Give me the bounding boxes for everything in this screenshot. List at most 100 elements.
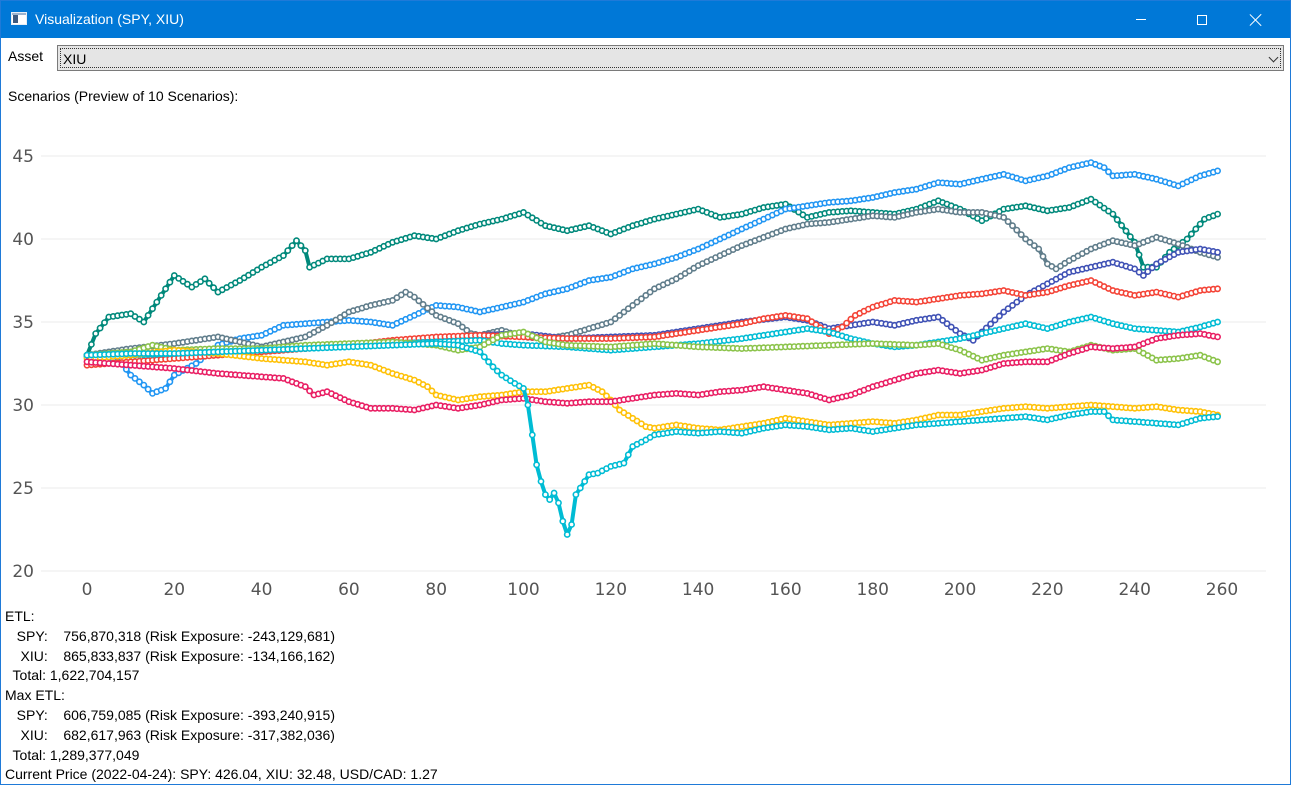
scenario-point [428, 387, 436, 395]
x-tick-label: 260 [1206, 580, 1238, 600]
scenario-point [424, 304, 431, 312]
scenario-point [1013, 226, 1021, 234]
scenario-point [101, 319, 108, 326]
scenario-point [1092, 198, 1099, 206]
asset-selected-value: XIU [63, 51, 87, 67]
scenario-point [520, 384, 527, 392]
etl-xiu-row: XIU: 865,833,837 (Risk Exposure: -134,16… [5, 647, 335, 664]
etl-spy-row: SPY: 756,870,318 (Risk Exposure: -243,12… [5, 627, 335, 644]
scenario-markers [83, 205, 1221, 359]
y-tick-label: 40 [12, 230, 34, 250]
scenario-point [162, 384, 169, 392]
asset-label: Asset [8, 48, 44, 64]
scenario-point [1100, 164, 1108, 171]
scenario-point [1022, 235, 1029, 243]
scenario-point [1009, 301, 1016, 309]
title-bar[interactable]: Visualization (SPY, XIU) [1, 1, 1290, 38]
scenario-point [537, 477, 545, 485]
scenario-point [183, 280, 191, 288]
scenario-point [419, 300, 427, 308]
scenario-point [1131, 265, 1139, 273]
scenario-point [454, 320, 462, 328]
scenario-point [415, 297, 423, 305]
asset-dropdown[interactable]: XIU [57, 45, 1284, 71]
scenario-point [1026, 238, 1034, 246]
x-tick-label: 200 [944, 580, 976, 600]
scenario-point [210, 284, 217, 292]
scenario-point [297, 242, 305, 249]
y-tick-label: 30 [12, 396, 34, 416]
scenario-point [1017, 231, 1025, 238]
scenario-point [1196, 220, 1204, 228]
minimize-button[interactable] [1118, 1, 1164, 38]
scenario-point [620, 308, 628, 316]
x-tick-label: 220 [1031, 580, 1063, 600]
scenario-point [1004, 305, 1012, 313]
scenario-point [646, 288, 654, 296]
scenario-point [166, 278, 174, 286]
scenario-point [620, 459, 628, 467]
scenario-point [284, 247, 292, 255]
etl-header: ETL: [5, 608, 35, 624]
scenario-point [1214, 210, 1221, 218]
scenario-point [1096, 201, 1104, 209]
scenario-point [559, 517, 567, 525]
max-etl-header: Max ETL: [5, 687, 65, 704]
scenario-point [424, 383, 431, 391]
scenario-point [572, 491, 580, 498]
x-tick-label: 180 [857, 580, 889, 600]
scenario-point [1030, 242, 1038, 249]
scenario-point [428, 308, 436, 316]
scenario-point [934, 313, 942, 321]
x-tick-label: 80 [425, 580, 447, 600]
scenario-point [476, 348, 484, 356]
x-tick-label: 60 [338, 580, 360, 600]
scenario-point [1039, 252, 1047, 260]
scenario-markers [83, 195, 1221, 359]
scenario-point [301, 247, 309, 255]
scenario-point [1135, 268, 1143, 276]
scenario-point [149, 305, 156, 313]
scenario-point [127, 371, 135, 379]
scenario-point [92, 330, 100, 337]
scenario-point [847, 315, 855, 323]
scenario-point [1214, 248, 1221, 256]
scenario-point [550, 489, 558, 497]
x-tick-label: 40 [251, 580, 273, 600]
scenario-point [1000, 214, 1008, 221]
scenario-point [1144, 268, 1152, 275]
scenario-point [1214, 358, 1221, 366]
scenario-point [1105, 412, 1112, 420]
scenario-point [1214, 413, 1221, 420]
scenario-point [987, 320, 994, 328]
scenario-point [576, 484, 584, 492]
scenario-point [1148, 264, 1156, 272]
scenario-point [524, 401, 532, 409]
x-tick-label: 120 [595, 580, 627, 600]
x-tick-label: 0 [82, 580, 93, 600]
x-tick-label: 160 [769, 580, 801, 600]
scenario-point [1013, 298, 1021, 306]
scenario-point [633, 298, 641, 306]
max-etl-xiu-row: XIU: 682,617,963 (Risk Exposure: -317,38… [5, 726, 335, 743]
scenario-point [131, 374, 139, 382]
maximize-button[interactable] [1179, 1, 1225, 38]
scenario-point [528, 431, 536, 439]
scenario-point [96, 324, 104, 332]
y-tick-label: 45 [12, 147, 34, 167]
y-tick-label: 35 [12, 313, 34, 333]
close-button[interactable] [1233, 1, 1279, 38]
scenario-point [1087, 195, 1095, 203]
scenario-point [1135, 251, 1143, 259]
y-tick-label: 25 [12, 479, 34, 499]
etl-total-row: Total: 1,622,704,157 [5, 667, 140, 684]
scenario-point [611, 315, 619, 323]
scenarios-label: Scenarios (Preview of 10 Scenarios): [8, 88, 239, 104]
scenario-point [581, 477, 589, 485]
scenario-point [162, 285, 169, 293]
scenario-point [179, 277, 187, 285]
scenario-point [1100, 408, 1108, 415]
scenario-point [1000, 308, 1008, 316]
x-tick-label: 240 [1118, 580, 1150, 600]
scenario-point [88, 340, 95, 348]
